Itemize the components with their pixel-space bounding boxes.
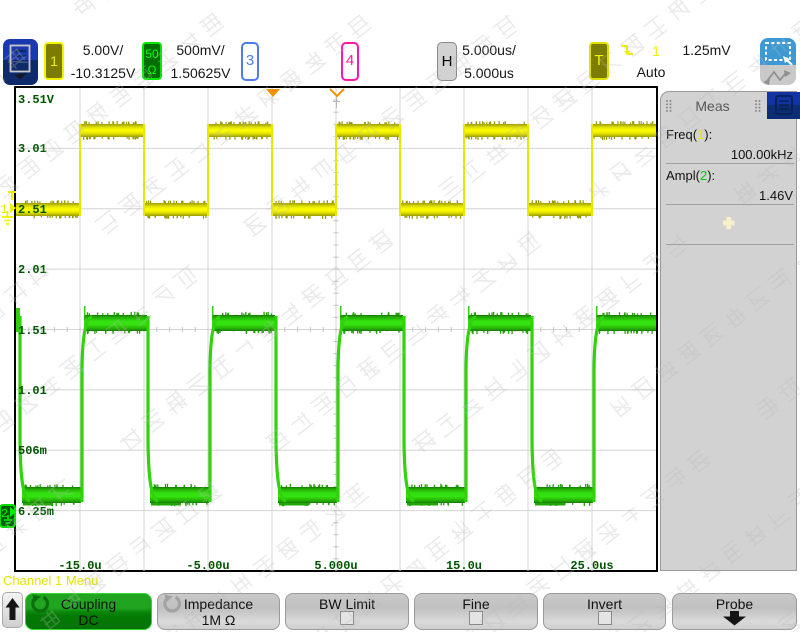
svg-text:1: 1: [0, 202, 8, 217]
svg-text:2: 2: [1, 507, 8, 521]
